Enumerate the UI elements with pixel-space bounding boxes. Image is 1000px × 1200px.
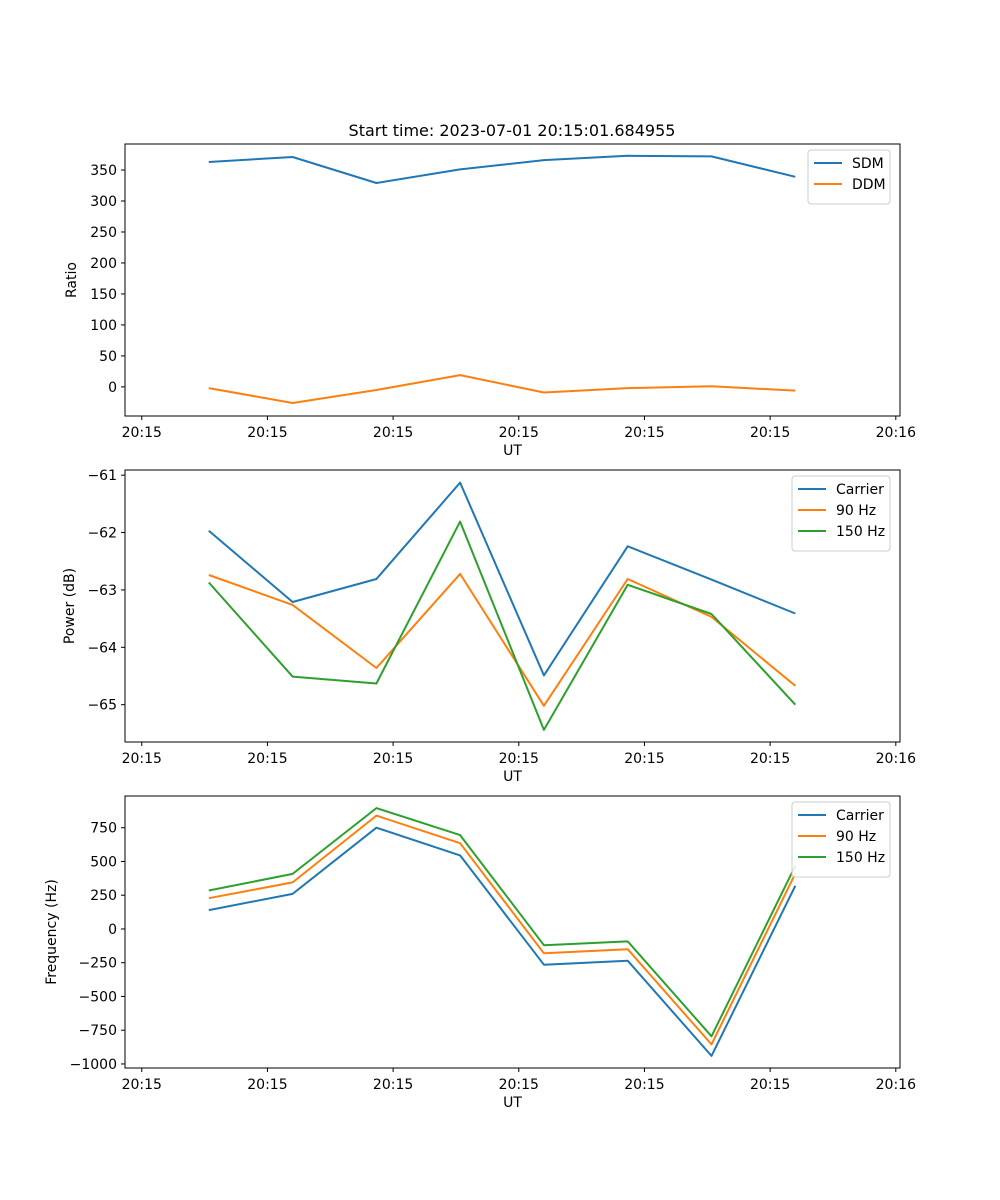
series-line-sdm <box>208 154 796 184</box>
y-tick-label: −63 <box>87 583 117 599</box>
y-tick-label: 150 <box>90 287 117 303</box>
x-tick-label: 20:15 <box>122 1077 162 1093</box>
y-tick-label: −65 <box>87 698 117 714</box>
series-line-90-hz <box>208 572 796 707</box>
series-line-150-hz <box>208 520 797 731</box>
chart-panel-3: 20:15 20:15 20:15 20:15 20:15 20:15 20:16 750 50… <box>44 795 916 1111</box>
x-tick-label: 20:15 <box>247 1077 287 1093</box>
x-axis-label: UT <box>503 769 522 785</box>
x-tick-label: 20:16 <box>876 751 916 767</box>
plot-frame <box>124 469 901 743</box>
y-tick-label: 300 <box>90 194 117 210</box>
x-tick-label: 20:15 <box>624 425 664 441</box>
x-tick-label: 20:15 <box>750 751 790 767</box>
legend-box <box>791 801 891 878</box>
y-tick-label: 750 <box>90 821 117 837</box>
x-tick-label: 20:15 <box>624 1077 664 1093</box>
plot-frame <box>124 143 901 417</box>
series-line-150-hz <box>208 807 797 1038</box>
y-tick-label: −750 <box>79 1023 117 1039</box>
x-tick-label: 20:15 <box>499 425 539 441</box>
legend-label: SDM <box>852 156 884 172</box>
y-tick-label: 250 <box>90 888 117 904</box>
y-tick-label: 250 <box>90 225 117 241</box>
figure-title: Start time: 2023-07-01 20:15:01.684955 <box>349 121 676 140</box>
panels: 20:15 20:15 20:15 20:15 20:15 20:15 20:16 350 30… <box>44 143 916 1111</box>
legend-box <box>791 475 891 552</box>
series-line-carrier <box>208 481 796 677</box>
x-tick-label: 20:15 <box>750 1077 790 1093</box>
series-line-carrier <box>208 826 797 1057</box>
y-tick-label: −250 <box>79 956 117 972</box>
y-axis-label: Frequency (Hz) <box>44 879 60 985</box>
y-tick-label: −500 <box>79 989 117 1005</box>
legend-label: Carrier <box>836 482 884 498</box>
legend: Carrier 90 Hz 150 Hz <box>791 801 891 878</box>
y-axis-label: Power (dB) <box>62 568 78 644</box>
y-tick-label: 0 <box>108 380 117 396</box>
legend-label: 150 Hz <box>836 524 885 540</box>
x-tick-label: 20:15 <box>499 1077 539 1093</box>
x-tick-label: 20:15 <box>624 751 664 767</box>
legend-label: 90 Hz <box>836 503 876 519</box>
x-tick-label: 20:16 <box>876 425 916 441</box>
legend: Carrier 90 Hz 150 Hz <box>791 475 891 552</box>
chart-panel-1: 20:15 20:15 20:15 20:15 20:15 20:15 20:16 350 30… <box>64 143 916 459</box>
series-line-90-hz <box>208 814 797 1046</box>
y-tick-label: 350 <box>90 163 117 179</box>
legend-label: DDM <box>852 177 886 193</box>
x-tick-label: 20:15 <box>499 751 539 767</box>
y-tick-label: 200 <box>90 256 117 272</box>
legend-label: 90 Hz <box>836 829 876 845</box>
y-tick-label: −61 <box>87 468 117 484</box>
y-axis-label: Ratio <box>64 262 80 298</box>
y-tick-label: 100 <box>90 318 117 334</box>
x-tick-label: 20:15 <box>122 751 162 767</box>
y-tick-label: 50 <box>99 349 117 365</box>
x-tick-label: 20:15 <box>750 425 790 441</box>
x-axis-label: UT <box>503 443 522 459</box>
series-line-ddm <box>208 374 796 404</box>
y-tick-label: 500 <box>90 854 117 870</box>
y-tick-label: −1000 <box>70 1057 117 1073</box>
x-tick-label: 20:15 <box>373 751 413 767</box>
x-tick-label: 20:15 <box>122 425 162 441</box>
y-tick-label: −64 <box>87 640 117 656</box>
x-tick-label: 20:15 <box>373 1077 413 1093</box>
legend-label: Carrier <box>836 808 884 824</box>
chart-panel-2: 20:15 20:15 20:15 20:15 20:15 20:15 20:16 −61 −6… <box>62 468 916 785</box>
x-tick-label: 20:15 <box>373 425 413 441</box>
legend-label: 150 Hz <box>836 850 885 866</box>
y-tick-label: −62 <box>87 526 117 542</box>
legend: SDM DDM <box>807 149 891 205</box>
x-axis-label: UT <box>503 1095 522 1111</box>
x-tick-label: 20:16 <box>876 1077 916 1093</box>
x-tick-label: 20:15 <box>247 751 287 767</box>
x-tick-label: 20:15 <box>247 425 287 441</box>
y-tick-label: 0 <box>108 922 117 938</box>
plot-frame <box>124 795 901 1069</box>
